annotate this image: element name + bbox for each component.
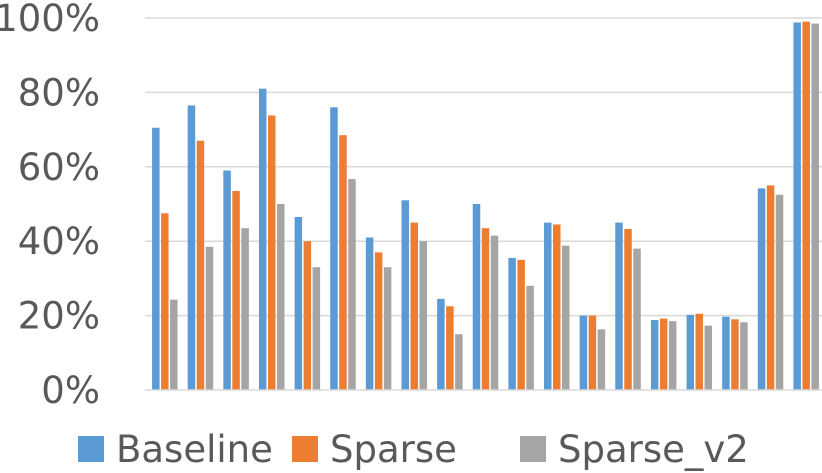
bar-baseline <box>437 298 445 390</box>
bar-sparse-v2 <box>775 194 784 390</box>
bar-sparse-v2 <box>562 245 570 390</box>
bar-sparse <box>232 190 240 390</box>
legend: Baseline Sparse Sparse_v2 <box>78 428 749 471</box>
y-gridlines <box>145 17 822 317</box>
bar-sparse <box>802 21 810 390</box>
bar-baseline <box>793 22 801 391</box>
bar-sparse-v2 <box>383 267 392 390</box>
bar-sparse <box>588 315 597 390</box>
bar-sparse-v2 <box>597 329 606 390</box>
bar-sparse <box>196 140 205 390</box>
bar-baseline <box>615 222 623 390</box>
bar-sparse <box>410 222 418 390</box>
bar-baseline <box>187 105 196 391</box>
bar-baseline <box>722 316 730 390</box>
bar-sparse <box>624 228 632 390</box>
bar-sparse <box>731 319 739 390</box>
bar-sparse-v2 <box>312 267 321 390</box>
legend-swatch-sparse <box>292 436 318 462</box>
bar-sparse <box>553 224 561 390</box>
bar-sparse <box>374 252 383 390</box>
y-axis-tick-labels: 0% 20% 40% 60% 80% 100% <box>0 0 100 412</box>
y-tick-label: 100% <box>0 0 100 40</box>
legend-swatch-sparse-v2 <box>520 436 546 462</box>
bar-sparse <box>695 313 704 390</box>
bar-sparse-v2 <box>170 299 178 390</box>
y-tick-label: 40% <box>18 220 100 263</box>
bar-baseline <box>757 188 766 390</box>
bar-sparse-v2 <box>205 246 214 390</box>
bar-baseline <box>330 107 338 390</box>
y-tick-label: 0% <box>41 369 100 412</box>
bar-sparse-v2 <box>419 241 427 390</box>
bars <box>152 21 819 391</box>
bar-sparse <box>339 135 347 390</box>
y-tick-label: 20% <box>18 295 100 338</box>
bar-baseline <box>223 170 231 390</box>
bar-sparse <box>481 228 490 390</box>
bar-sparse <box>517 259 525 390</box>
bar-sparse-v2 <box>455 334 463 390</box>
legend-label-sparse: Sparse <box>330 428 457 471</box>
bar-sparse-v2 <box>276 204 285 390</box>
legend-label-baseline: Baseline <box>116 428 273 471</box>
bar-baseline <box>152 127 160 391</box>
bar-sparse <box>766 185 775 390</box>
bar-sparse-v2 <box>241 228 249 390</box>
bar-sparse <box>161 213 169 390</box>
bar-sparse-v2 <box>740 322 748 390</box>
bar-baseline <box>544 222 552 390</box>
y-tick-label: 80% <box>18 71 100 114</box>
bar-baseline <box>508 257 516 390</box>
bar-sparse <box>303 241 312 390</box>
y-tick-label: 60% <box>18 146 100 189</box>
bar-sparse-v2 <box>526 285 534 390</box>
bar-baseline <box>365 237 374 390</box>
bar-sparse <box>267 115 276 391</box>
bar-baseline <box>472 204 481 390</box>
bar-sparse-v2 <box>811 23 819 391</box>
bar-sparse-v2 <box>668 321 677 390</box>
bar-sparse-v2 <box>490 235 499 390</box>
bar-baseline <box>650 320 659 390</box>
bar-baseline <box>579 315 588 390</box>
bar-sparse-v2 <box>704 325 713 390</box>
bar-sparse <box>659 318 668 390</box>
bar-baseline <box>294 217 303 390</box>
bar-baseline <box>401 200 409 390</box>
bar-baseline <box>686 314 695 390</box>
legend-label-sparse-v2: Sparse_v2 <box>558 428 749 471</box>
bar-baseline <box>258 88 267 391</box>
bar-sparse-v2 <box>633 248 641 390</box>
legend-swatch-baseline <box>78 436 104 462</box>
bar-sparse <box>446 306 454 390</box>
bar-sparse-v2 <box>348 179 356 390</box>
